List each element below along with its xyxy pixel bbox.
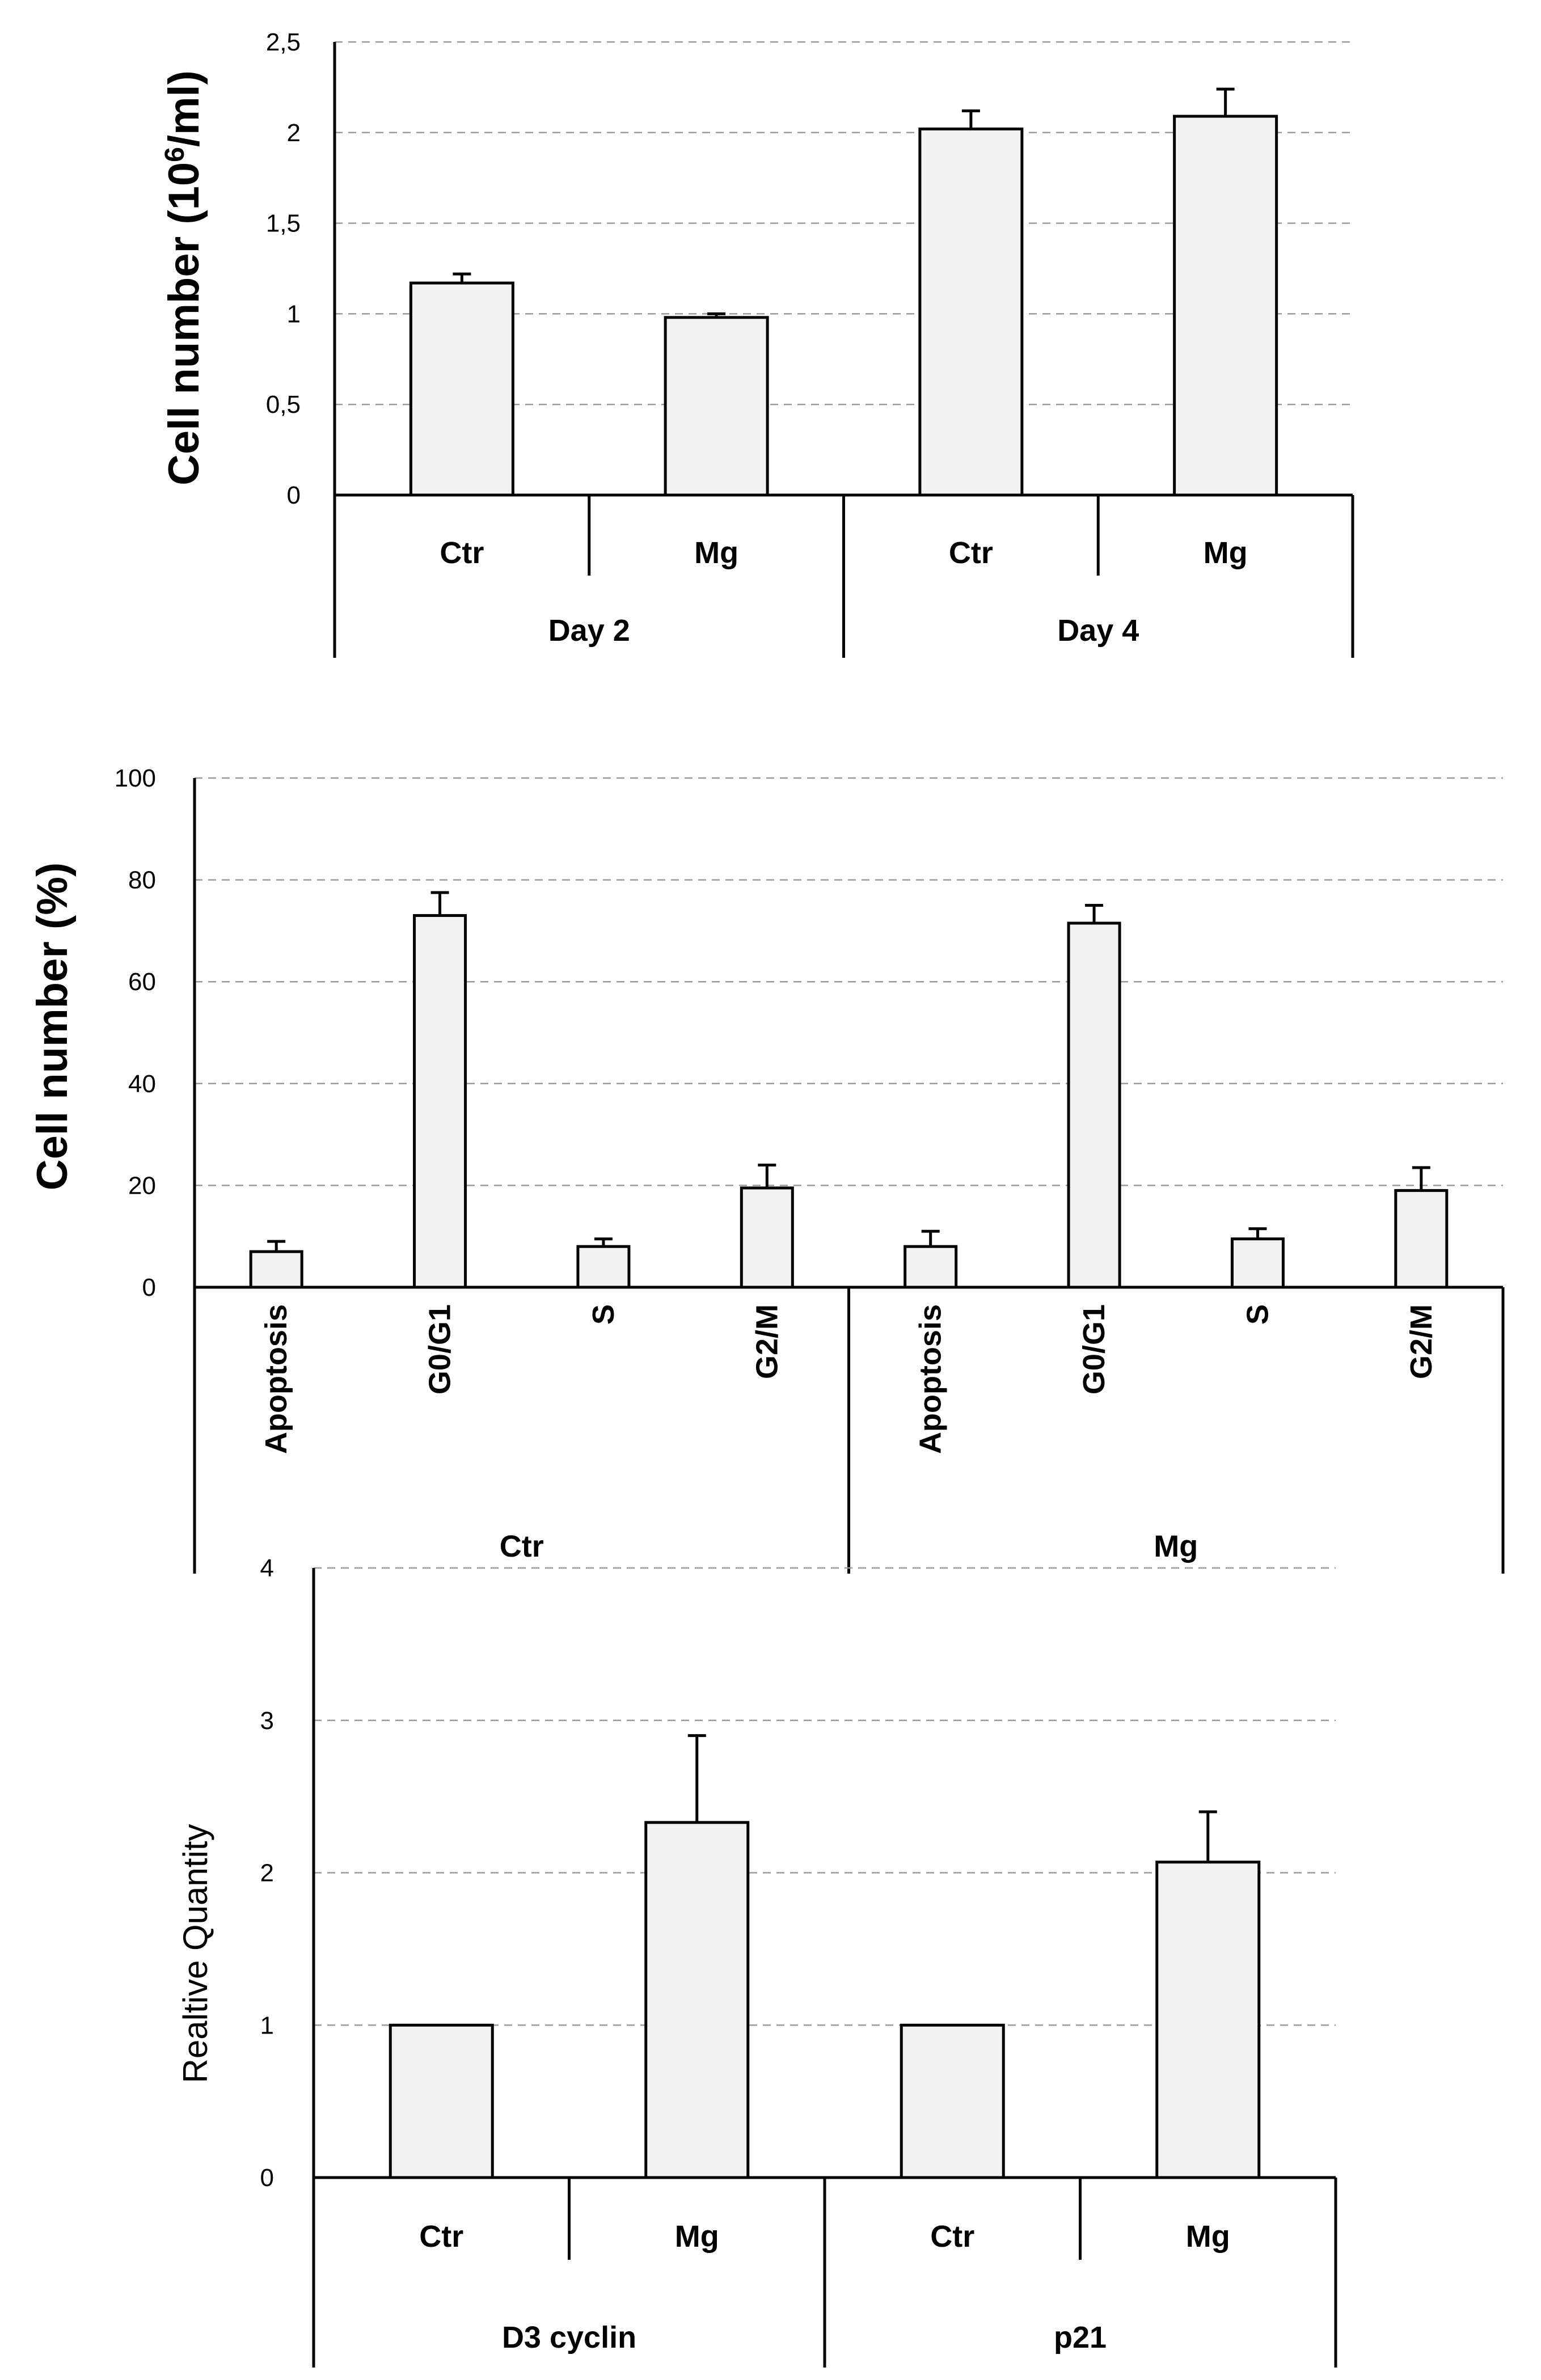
y-tick-label: 0 — [260, 2164, 274, 2192]
y-tick-label: 40 — [128, 1070, 156, 1098]
y-tick-label: 3 — [260, 1707, 274, 1735]
y-tick-label: 2 — [287, 119, 301, 147]
bar — [389, 2023, 494, 2179]
bar — [409, 281, 514, 497]
y-axis-label: Realtive Quantity — [176, 1824, 214, 2083]
bar — [1230, 1237, 1285, 1289]
group-label: D3 cyclin — [502, 2320, 636, 2354]
category-label: S — [1240, 1304, 1274, 1325]
y-tick-label: 0 — [287, 481, 301, 509]
group-label: Mg — [1154, 1529, 1198, 1563]
category-label: Ctr — [949, 536, 993, 570]
bar — [904, 1245, 958, 1289]
bar — [644, 1821, 750, 2179]
bar — [900, 2023, 1005, 2179]
y-tick-label: 60 — [128, 968, 156, 996]
bar — [249, 1250, 303, 1289]
bar — [918, 127, 1024, 497]
category-label: G2/M — [750, 1304, 784, 1379]
bar — [664, 316, 769, 497]
y-tick-label: 0 — [142, 1274, 156, 1301]
panel-cell-count: Cell number (106/ml) 0 0,5 1 1,5 2 2,5 Ctr Mg Ct… — [160, 28, 1354, 658]
category-label: Mg — [694, 536, 738, 570]
category-label: G2/M — [1404, 1304, 1438, 1379]
category-label: Mg — [1186, 2220, 1230, 2254]
y-tick-label: 2 — [260, 1859, 274, 1887]
y-tick-label: 1 — [287, 300, 301, 328]
y-tick-label: 2,5 — [266, 28, 301, 56]
category-label: Apoptosis — [259, 1304, 293, 1454]
category-label: Mg — [675, 2220, 719, 2254]
category-label: Ctr — [930, 2220, 974, 2254]
y-tick-label: 1,5 — [266, 210, 301, 238]
category-label: Mg — [1204, 536, 1248, 570]
group-label: p21 — [1054, 2320, 1107, 2354]
bar — [1394, 1189, 1449, 1289]
group-label: Day 2 — [548, 614, 630, 648]
y-tick-label: 0,5 — [266, 391, 301, 418]
y-tick-label: 4 — [260, 1554, 274, 1582]
y-axis-label: Cell number (%) — [28, 863, 77, 1191]
category-label: S — [586, 1304, 620, 1325]
y-tick-label: 80 — [128, 866, 156, 894]
bar — [413, 914, 467, 1289]
bar — [740, 1186, 794, 1289]
group-label: Ctr — [500, 1529, 544, 1563]
group-label: Day 4 — [1057, 614, 1139, 648]
category-label: G0/G1 — [423, 1304, 457, 1394]
panel-relative-quantity: Realtive Quantity 0 1 2 3 4 Ctr Mg Ctr Mg D3 cycl… — [176, 1554, 1337, 2368]
bar — [576, 1245, 631, 1289]
category-label: Apoptosis — [914, 1304, 948, 1454]
bar — [1067, 921, 1121, 1289]
y-axis-label: Cell number (106/ml) — [160, 70, 209, 485]
y-tick-label: 100 — [115, 764, 156, 792]
category-label: Ctr — [419, 2220, 463, 2254]
y-tick-label: 1 — [260, 2011, 274, 2039]
panel-cell-cycle: Cell number (%) 0 20 40 60 80 100 Apoptosis G0/… — [28, 764, 1505, 1574]
category-label: Ctr — [440, 536, 484, 570]
bar — [1173, 115, 1278, 497]
y-tick-label: 20 — [128, 1172, 156, 1199]
bar — [1155, 1861, 1261, 2179]
category-label: G0/G1 — [1077, 1304, 1111, 1394]
